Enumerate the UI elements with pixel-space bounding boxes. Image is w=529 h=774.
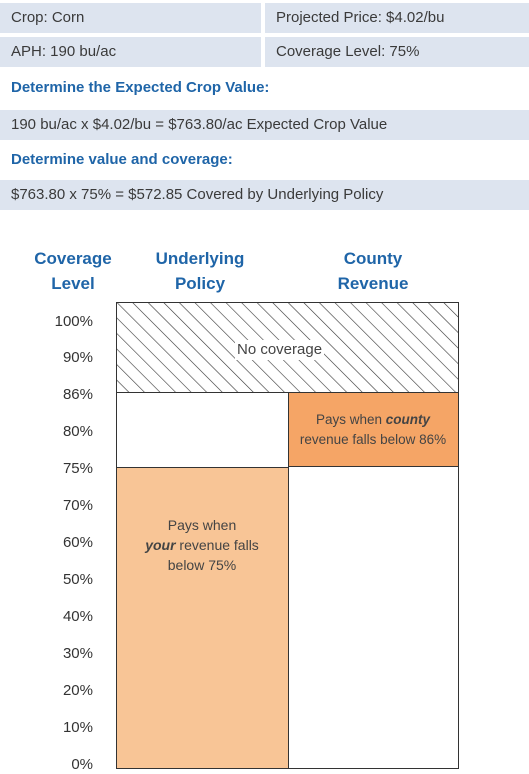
underlying-policy-region: Pays when your revenue falls below 75% [117,467,289,768]
county-revenue-region: Pays when county revenue falls below 86% [288,393,458,467]
tick-80: 80% [62,423,93,440]
county-emphasis: county [385,412,431,427]
underlying-policy-line3: below 75% [167,557,237,573]
expected-value-calculation: 190 bu/ac x $4.02/bu = $763.80/ac Expect… [0,110,529,140]
underlying-policy-header-line2: Policy [174,274,226,293]
expected-value-heading: Determine the Expected Crop Value: [11,79,270,96]
county-revenue-line2: revenue falls below 86% [299,432,447,447]
tick-86: 86% [62,386,93,403]
tick-50: 50% [62,571,93,588]
underlying-policy-header-line1: Underlying [155,249,245,268]
county-revenue-line1-text: Pays when [315,412,386,427]
county-revenue-header-line1: County [343,249,403,268]
county-revenue-header-line2: Revenue [337,274,409,293]
tick-70: 70% [62,497,93,514]
tick-0: 0% [71,756,93,773]
county-revenue-line1: Pays when county [289,410,457,430]
county-revenue-header: County Revenue [300,246,446,296]
coverage-level-header-line2: Level [51,274,95,293]
underlying-policy-header: Underlying Policy [138,246,262,296]
coverage-chart: No coverage Pays when county revenue fal… [116,302,459,769]
coverage-level-header: Coverage Level [18,246,128,296]
coverage-level-cell: Coverage Level: 75% [265,37,529,67]
tick-20: 20% [62,682,93,699]
aph-cell: APH: 190 bu/ac [0,37,261,67]
no-coverage-label: No coverage [235,340,325,360]
tick-90: 90% [62,349,93,366]
underlying-policy-line1: Pays when [167,517,237,533]
value-coverage-calculation: $763.80 x 75% = $572.85 Covered by Under… [0,180,529,210]
projected-price-cell: Projected Price: $4.02/bu [265,3,529,33]
underlying-policy-label: Pays when your revenue falls below 75% [117,515,287,575]
tick-75: 75% [62,460,93,477]
county-revenue-label: Pays when county revenue falls below 86% [289,410,457,450]
tick-30: 30% [62,645,93,662]
crop-cell: Crop: Corn [0,3,261,33]
tick-10: 10% [62,719,93,736]
no-coverage-region: No coverage [117,303,458,393]
tick-100: 100% [54,313,93,330]
value-coverage-heading: Determine value and coverage: [11,151,233,168]
underlying-policy-line2-text: revenue falls [175,537,259,553]
tick-60: 60% [62,534,93,551]
underlying-policy-line2: your revenue falls [117,535,287,555]
coverage-level-header-line1: Coverage [34,249,112,268]
your-emphasis: your [145,537,176,553]
tick-40: 40% [62,608,93,625]
